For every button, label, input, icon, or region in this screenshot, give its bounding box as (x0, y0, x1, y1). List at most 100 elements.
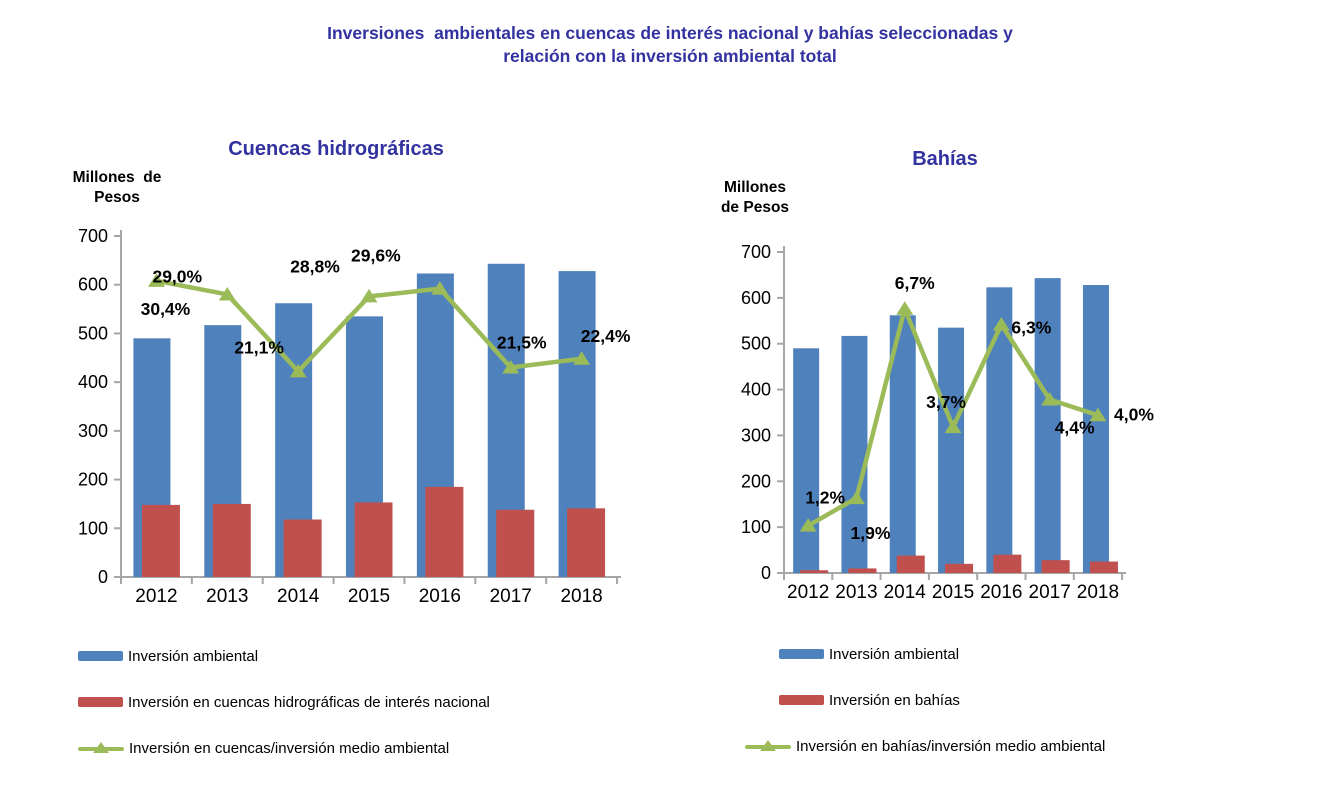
red-bar-swatch-icon (779, 695, 824, 705)
y-tick-label: 700 (741, 242, 771, 262)
left-y-axis-unit-line1: Millones de (72, 169, 162, 186)
triangle-marker (847, 490, 865, 505)
triangle-marker (944, 419, 962, 434)
x-tick-labels: 2012 2013 2014 2015 2016 2017 2018 (135, 586, 602, 607)
left-y-axis-unit-line2: Pesos (94, 189, 140, 206)
bar (1089, 561, 1118, 573)
percent-label: 1,9% (851, 523, 891, 543)
percent-label: 28,8% (290, 256, 340, 276)
percent-label: 21,5% (497, 333, 547, 353)
bar (841, 335, 868, 573)
bar (425, 486, 464, 577)
bar (848, 568, 877, 573)
legend-item-inversion-bahias: Inversión en bahías (779, 690, 1105, 710)
green-line-marker-swatch-icon (78, 741, 124, 755)
bars-bar_blue (793, 278, 1109, 573)
percent-label: 4,4% (1055, 417, 1095, 437)
right-chart-title: Bahías (912, 148, 978, 170)
right-y-axis-unit-label: Millones de Pesos (700, 178, 810, 218)
x-tick-label: 2015 (932, 582, 974, 603)
triangle-marker (431, 281, 449, 295)
y-tick-label: 600 (741, 288, 771, 308)
bar (1034, 278, 1061, 573)
legend-label: Inversión en cuencas/inversión medio amb… (129, 739, 450, 757)
y-tick-label: 400 (741, 380, 771, 400)
left-legend: Inversión ambiental Inversión en cuencas… (78, 646, 490, 758)
y-tick-label: 100 (78, 518, 108, 538)
y-tick-label: 0 (98, 567, 108, 587)
percent-label: 4,0% (1114, 404, 1154, 424)
bar (496, 509, 535, 577)
bar (1082, 285, 1109, 573)
legend-item-inversion-ambiental: Inversión ambiental (779, 644, 1105, 664)
legend-label: Inversión ambiental (829, 645, 960, 663)
bar (896, 555, 925, 573)
blue-bar-swatch-icon (779, 649, 824, 659)
bars-bar_red (141, 486, 606, 577)
x-tick-label: 2013 (835, 582, 877, 603)
y-tick-label: 200 (78, 470, 108, 490)
y-tick-labels: 0 100 200 300 400 500 600 700 (741, 242, 771, 583)
trend-line (799, 301, 1107, 532)
left-y-axis-unit-label: Millones de Pesos (52, 168, 182, 208)
left-chart-title: Cuencas hidrográficas (228, 138, 444, 160)
page-title: Inversiones ambientales en cuencas de in… (0, 22, 1340, 68)
bar (283, 519, 322, 577)
x-tick-label: 2017 (1029, 582, 1071, 603)
percent-label: 6,7% (895, 273, 935, 293)
triangle-marker (289, 363, 307, 378)
bar (354, 502, 393, 577)
triangle-marker (1089, 407, 1107, 422)
x-tick-label: 2014 (884, 582, 927, 603)
legend-item-bahias-ratio: Inversión en bahías/inversión medio ambi… (745, 736, 1105, 756)
y-tick-label: 0 (761, 563, 771, 583)
x-tick-label: 2012 (135, 586, 177, 607)
triangle-marker (992, 317, 1010, 331)
y-tick-label: 500 (741, 334, 771, 354)
x-tick-labels: 2012 2013 2014 2015 2016 2017 2018 (787, 582, 1119, 603)
x-tick-label: 2018 (1077, 582, 1119, 603)
right-y-axis-unit-line2: de Pesos (720, 199, 790, 216)
y-tick-label: 700 (78, 226, 108, 246)
bar (793, 348, 820, 573)
triangle-marker (573, 351, 591, 365)
triangle-marker (147, 273, 165, 287)
bar (800, 570, 829, 573)
legend-item-inversion-cuencas: Inversión en cuencas hidrográficas de in… (78, 692, 490, 712)
percent-label: 3,7% (926, 392, 966, 412)
legend-label: Inversión ambiental (128, 647, 259, 665)
y-tick-label: 200 (741, 471, 771, 491)
y-tick-label: 400 (78, 372, 108, 392)
bar (1041, 560, 1070, 573)
percent-label: 21,1% (234, 337, 284, 357)
x-tick-label: 2018 (560, 586, 602, 607)
trend-line (147, 273, 591, 378)
bars-bar_red (800, 554, 1118, 573)
percent-label: 30,4% (141, 299, 191, 319)
triangle-marker (896, 301, 914, 315)
percent-label: 1,2% (805, 488, 845, 508)
y-tick-label: 600 (78, 275, 108, 295)
percent-labels: 1,2% 1,9% 6,7% 3,7% 6,3% 4,4% 4,0% (805, 273, 1154, 543)
legend-label: Inversión en cuencas hidrográficas de in… (128, 693, 490, 711)
x-tick-label: 2017 (490, 586, 532, 607)
right-legend: Inversión ambiental Inversión en bahías … (745, 644, 1105, 756)
percent-label: 22,4% (581, 326, 631, 346)
blue-bar-swatch-icon (78, 651, 123, 661)
page-title-line1: Inversiones ambientales en cuencas de in… (327, 23, 1013, 43)
x-tick-label: 2015 (348, 586, 390, 607)
legend-label: Inversión en bahías/inversión medio ambi… (796, 737, 1106, 755)
legend-item-cuencas-ratio: Inversión en cuencas/inversión medio amb… (78, 738, 490, 758)
percent-label: 29,0% (152, 266, 202, 286)
x-tick-label: 2014 (277, 586, 320, 607)
triangle-marker (218, 286, 236, 301)
legend-label: Inversión en bahías (829, 691, 960, 709)
green-line-marker-swatch-icon (745, 739, 791, 753)
y-tick-label: 300 (741, 425, 771, 445)
legend-item-inversion-ambiental: Inversión ambiental (78, 646, 490, 666)
bar (141, 504, 180, 577)
